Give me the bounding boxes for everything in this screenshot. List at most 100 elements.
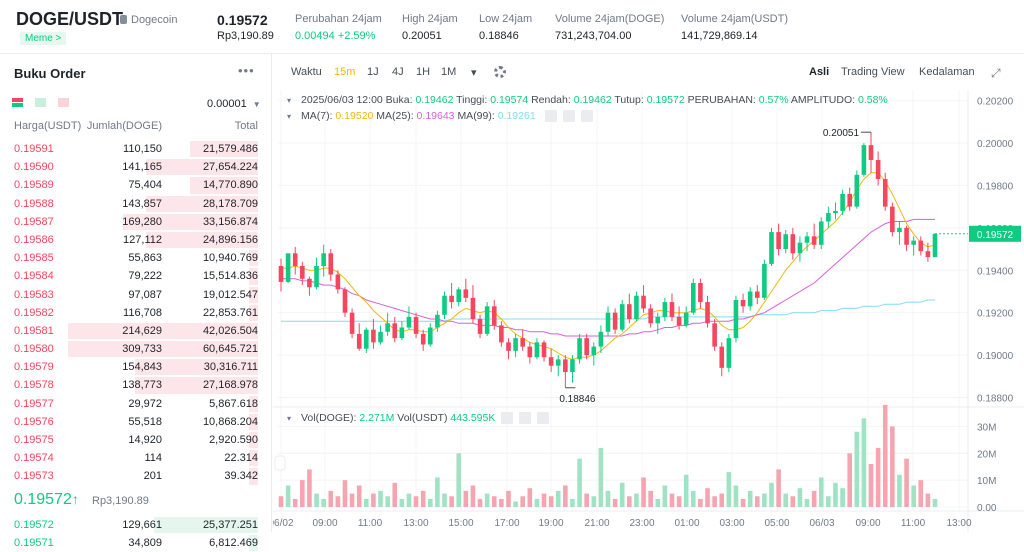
tab-kedalaman[interactable]: Kedalaman <box>919 66 975 78</box>
tb-1h[interactable]: 1H <box>416 66 431 78</box>
stat-label: Low 24jam <box>479 13 533 25</box>
chart-panel: Waktu 15m 1J 4J 1H 1M ▾ Asli Trading Vie… <box>273 54 1024 532</box>
volume-bar <box>442 493 447 507</box>
volume-bar <box>307 469 312 507</box>
total-cell: 15,514.836 <box>202 270 258 283</box>
low-marker-label: 0.18846 <box>559 394 596 405</box>
volume-bar <box>904 458 909 507</box>
volume-bar <box>406 493 412 507</box>
price-cell: 0.19586 <box>14 233 54 246</box>
high-marker-label: 0.20051 <box>823 128 860 139</box>
precision-select[interactable]: 0.00001 ▼ <box>207 98 261 110</box>
expand-icon[interactable]: ⤢ <box>991 66 1001 80</box>
tb-1j[interactable]: 1J <box>367 66 379 78</box>
price-tick-label: 0.20200 <box>977 97 1014 108</box>
volume-bar <box>634 493 639 507</box>
order-book: Buku Order ••• 0.00001 ▼ Harga(USDT) Juml… <box>0 54 272 551</box>
ask-row[interactable]: 0.19578 138,773 27,168.978 <box>0 376 272 394</box>
price-cell: 0.19581 <box>14 324 54 337</box>
pair-title[interactable]: DOGE/USDT <box>16 9 124 29</box>
tb-15m[interactable]: 15m <box>334 66 356 78</box>
volume-bar <box>470 485 476 507</box>
ask-row[interactable]: 0.19584 79,222 15,514.836 <box>0 267 272 285</box>
more-icon[interactable]: ••• <box>238 63 255 78</box>
volume-bar <box>911 485 916 507</box>
volume-bar <box>300 480 305 507</box>
candle-body <box>804 236 810 243</box>
candle-body <box>427 327 433 345</box>
ask-row[interactable]: 0.19583 97,087 19,012.547 <box>0 286 272 304</box>
bid-row[interactable]: 0.19571 34,809 6,812.469 <box>0 534 272 552</box>
total-cell: 10,868.204 <box>202 415 258 428</box>
ask-row[interactable]: 0.19573 201 39.342 <box>0 467 272 485</box>
view-buy-icon[interactable] <box>35 98 46 107</box>
ask-row[interactable]: 0.19587 169,280 33,156.874 <box>0 213 272 231</box>
view-both-icon[interactable] <box>12 98 23 107</box>
vol-usdt-value: 443.595K <box>447 412 495 424</box>
volume-bar <box>925 493 931 507</box>
tb-4j[interactable]: 4J <box>392 66 404 78</box>
ask-row[interactable]: 0.19579 154,843 30,316.711 <box>0 358 272 376</box>
volume-bar <box>776 469 781 507</box>
last-price-idr: Rp3,190.89 <box>217 30 274 42</box>
stat-volume-doge: Volume 24jam(DOGE) 731,243,704.00 <box>555 13 664 42</box>
meme-tag[interactable]: Meme > <box>20 32 67 45</box>
candle-body <box>811 236 817 245</box>
time-tick-label: 21:00 <box>584 518 609 529</box>
volume-bar <box>548 496 554 507</box>
stat-value: 731,243,704.00 <box>555 30 632 42</box>
tab-asli[interactable]: Asli <box>809 66 830 78</box>
volume-bar <box>570 498 575 507</box>
candle-body <box>740 299 746 307</box>
ask-row[interactable]: 0.19589 75,404 14,770.890 <box>0 176 272 194</box>
coin-info[interactable]: Dogecoin <box>120 14 177 26</box>
tb-waktu[interactable]: Waktu <box>291 66 322 78</box>
candle-body <box>698 282 703 303</box>
stat-value: 0.18846 <box>479 30 519 42</box>
time-tick-label: 19:00 <box>538 518 563 529</box>
ask-row[interactable]: 0.19586 127,112 24,896.156 <box>0 231 272 249</box>
volume-bar <box>769 482 774 507</box>
volume-bar <box>584 493 589 507</box>
ask-row[interactable]: 0.19576 55,518 10,868.204 <box>0 413 272 431</box>
tab-trading-view[interactable]: Trading View <box>841 66 905 78</box>
ma99-value: 0.19261 <box>495 110 536 122</box>
ask-row[interactable]: 0.19582 116,708 22,853.761 <box>0 304 272 322</box>
volume-bar <box>463 490 469 507</box>
volume-tick-label: 0.00 <box>977 503 997 514</box>
ask-row[interactable]: 0.19585 55,863 10,940.769 <box>0 249 272 267</box>
total-cell: 42,026.504 <box>202 324 258 337</box>
stat-high: High 24jam 0.20051 <box>402 13 458 42</box>
ask-row[interactable]: 0.19581 214,629 42,026.504 <box>0 322 272 340</box>
candle-body <box>712 323 717 347</box>
scroll-handle <box>274 455 286 471</box>
stat-label: High 24jam <box>402 13 458 25</box>
candle-body <box>541 342 547 358</box>
info-icon <box>120 15 127 24</box>
ask-row[interactable]: 0.19590 141,165 27,654.224 <box>0 158 272 176</box>
volume-bar <box>733 485 739 507</box>
ask-row[interactable]: 0.19588 143,857 28,178.709 <box>0 195 272 213</box>
price-chart[interactable]: 0.202000.200000.198000.196000.194000.192… <box>273 54 1024 532</box>
price-cell: 0.19582 <box>14 306 54 319</box>
time-tick-label: 23:00 <box>629 518 654 529</box>
candle-body <box>683 312 689 326</box>
candle-body <box>555 359 561 366</box>
candle-body <box>356 333 362 349</box>
ask-row[interactable]: 0.19580 309,733 60,645.721 <box>0 340 272 358</box>
gear-icon[interactable] <box>494 66 506 78</box>
tb-1m[interactable]: 1M <box>441 66 457 78</box>
amount-cell: 127,112 <box>123 233 162 246</box>
ask-row[interactable]: 0.19574 114 22.314 <box>0 449 272 467</box>
total-cell: 27,168.978 <box>202 379 258 392</box>
volume-bar <box>882 404 888 507</box>
candle-body <box>655 316 661 324</box>
chevron-down-icon[interactable]: ▾ <box>471 67 477 79</box>
open-value: 0.19462 <box>413 94 457 106</box>
volume-bar <box>726 472 732 507</box>
bid-row[interactable]: 0.19572 129,661 25,377.251 <box>0 516 272 534</box>
ask-row[interactable]: 0.19577 29,972 5,867.618 <box>0 395 272 413</box>
ask-row[interactable]: 0.19591 110,150 21,579.486 <box>0 140 272 158</box>
view-sell-icon[interactable] <box>58 98 69 107</box>
ask-row[interactable]: 0.19575 14,920 2,920.590 <box>0 431 272 449</box>
